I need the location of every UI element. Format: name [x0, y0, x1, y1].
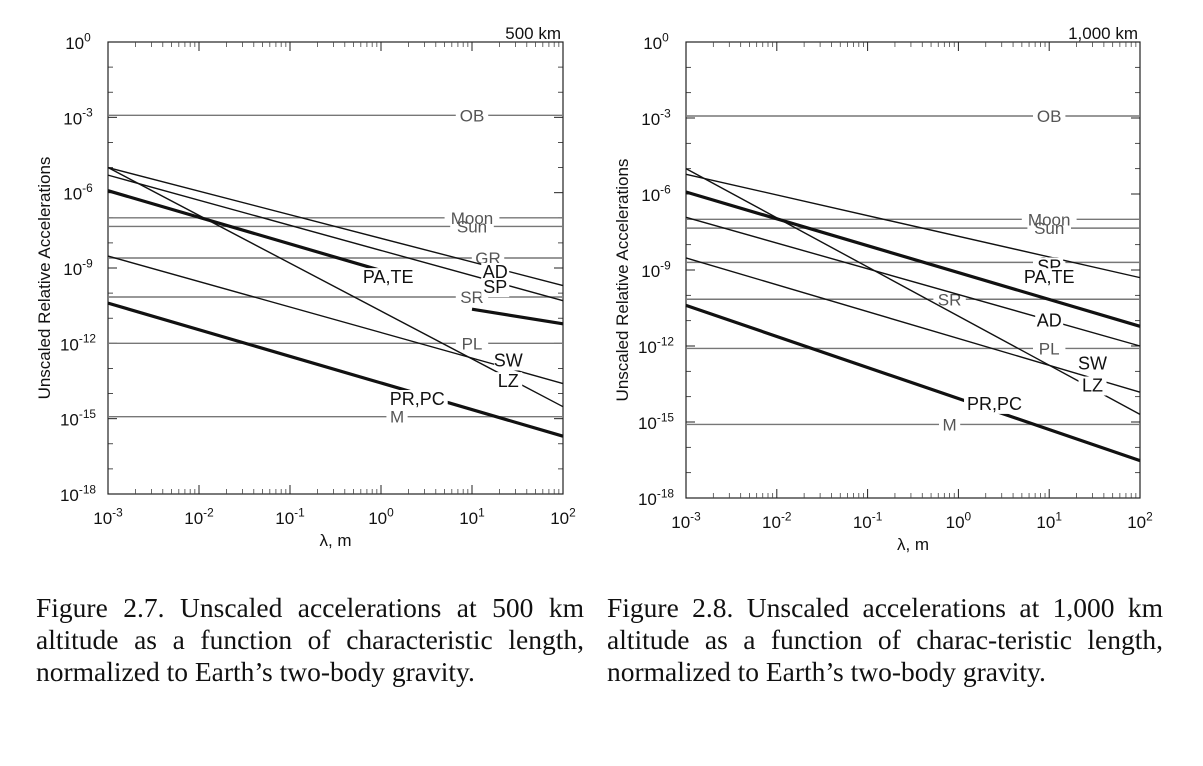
x-tick-label: 100 — [368, 505, 394, 528]
series-label-sp: SP — [483, 277, 507, 297]
y-tick-label: 10-18 — [60, 482, 96, 505]
series-line-sw — [107, 255, 564, 385]
x-tick-label: 10-3 — [671, 509, 701, 532]
y-tick-label: 100 — [65, 30, 91, 53]
series-label-moon: Moon — [1028, 210, 1071, 229]
series-label-bg — [494, 372, 523, 392]
y-tick-label: 10-6 — [641, 182, 671, 205]
y-tick-label: 10-15 — [60, 407, 96, 430]
x-tick-label: 10-1 — [853, 509, 883, 532]
series-label-sun: Sun — [1034, 219, 1064, 238]
series-label-bg — [386, 390, 448, 410]
series-label-sun: Sun — [457, 217, 487, 236]
y-tick-label: 10-15 — [638, 410, 674, 433]
series-label-sw: SW — [494, 350, 523, 370]
series-label-bg — [1018, 268, 1080, 288]
chart-2: 10-3 10-2 10-1 100 101 102 100 10-3 10-6 10-9 10-1… — [613, 24, 1153, 554]
x-tick-label: 10-2 — [762, 509, 792, 532]
x-axis-label: λ, m — [897, 535, 929, 554]
series-label-pate: PA,TE — [363, 267, 414, 287]
y-tick-label: 10-12 — [60, 332, 96, 355]
series-label-pl: PL — [1039, 339, 1060, 358]
series-label-moon: Moon — [451, 209, 494, 228]
series-label-bg — [481, 262, 510, 282]
series-label-bg — [1035, 311, 1064, 331]
series-line-sw — [685, 257, 1141, 393]
series-line-prpc — [107, 301, 564, 438]
y-tick-label: 10-9 — [641, 258, 671, 281]
series-line-sp — [471, 307, 564, 326]
series-label-bg — [1078, 376, 1107, 396]
series-line-sp — [107, 189, 418, 283]
x-tick-label: 102 — [550, 505, 576, 528]
x-tick-label: 101 — [1036, 509, 1062, 532]
y-axis-label: Unscaled Relative Accelerations — [35, 157, 54, 400]
x-tick-label: 10-1 — [275, 505, 305, 528]
series-label-bg — [481, 278, 510, 298]
series-label-bg — [357, 268, 419, 288]
series-label-bg — [964, 394, 1026, 414]
series-label-sw: SW — [1078, 353, 1107, 373]
series-label-pl: PL — [462, 334, 483, 353]
y-tick-label: 10-6 — [63, 181, 93, 204]
x-tick-label: 100 — [946, 509, 972, 532]
series-label-sr: SR — [460, 288, 484, 307]
series-label-prpc: PR,PC — [967, 394, 1022, 414]
figure-2-8-caption: Figure 2.8. Unscaled accelerations at 1,… — [607, 592, 1163, 687]
series-label-sr: SR — [938, 290, 962, 309]
series-label-ad: AD — [1037, 310, 1062, 330]
series-line-lz — [685, 168, 1141, 415]
series-label-ob: OB — [1037, 107, 1062, 126]
x-tick-label: 10-3 — [93, 505, 123, 528]
series-label-prpc: PR,PC — [390, 389, 445, 409]
chart-1: 10-3 10-2 10-1 100 101 102 100 10-3 10-6 10-9 10-1… — [35, 24, 576, 550]
y-tick-label: 10-3 — [641, 106, 671, 129]
series-label-bg — [494, 351, 523, 371]
series-line-lz — [107, 166, 564, 408]
altitude-label: 500 km — [505, 24, 561, 43]
series-label-ob: OB — [460, 106, 485, 125]
series-label-ad: AD — [483, 262, 508, 282]
y-tick-label: 10-18 — [638, 486, 674, 509]
series-label-bg — [1078, 354, 1107, 374]
y-tick-label: 10-12 — [638, 334, 674, 357]
series-label-m: M — [390, 408, 404, 427]
series-label-lz: LZ — [498, 371, 519, 391]
y-axis-label: Unscaled Relative Accelerations — [613, 159, 632, 402]
x-tick-label: 102 — [1127, 509, 1153, 532]
altitude-label: 1,000 km — [1068, 24, 1138, 43]
series-line-pate — [685, 190, 1141, 328]
y-tick-label: 10-9 — [63, 256, 93, 279]
x-tick-label: 101 — [459, 505, 485, 528]
y-tick-label: 100 — [643, 30, 669, 53]
series-line-ad — [685, 216, 1141, 347]
figure-2-7-caption: Figure 2.7. Unscaled accelerations at 50… — [36, 592, 584, 687]
series-label-m: M — [943, 415, 957, 434]
series-label-pate: PA,TE — [1024, 267, 1075, 287]
y-tick-label: 10-3 — [63, 106, 93, 129]
x-tick-label: 10-2 — [184, 505, 214, 528]
series-line-prpc — [685, 303, 1141, 463]
series-label-lz: LZ — [1082, 375, 1103, 395]
x-axis-label: λ, m — [319, 531, 351, 550]
series-line-sp — [685, 173, 1141, 279]
